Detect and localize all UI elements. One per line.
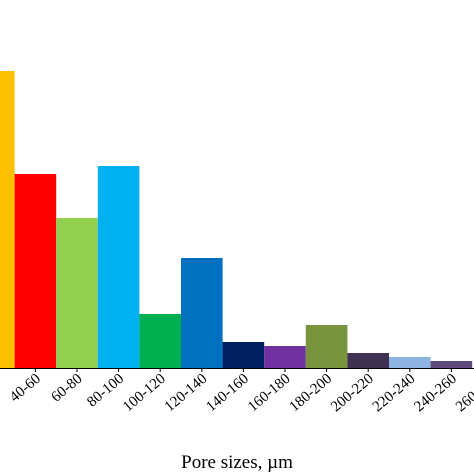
x-tick-label: 120-140 [162, 371, 211, 415]
bar [97, 166, 140, 368]
x-tick-label: 160-180 [245, 371, 294, 415]
x-tick-label: 260-280 [453, 371, 474, 415]
bar [222, 342, 265, 368]
bar [14, 174, 57, 368]
x-axis-title: Pore sizes, µm [181, 452, 293, 473]
x-tick-label: 220-240 [370, 371, 419, 415]
bar [139, 314, 181, 368]
x-tick-label: 60-80 [48, 371, 85, 406]
bar [305, 325, 348, 368]
x-tick-label: 140-160 [203, 371, 252, 415]
bar [389, 357, 431, 368]
x-tick-label: 40-60 [7, 371, 44, 406]
bar [430, 361, 473, 368]
bar [0, 71, 15, 368]
bar [264, 346, 306, 368]
bar [56, 218, 98, 368]
x-tick-label: 100-120 [120, 371, 169, 415]
x-tick-label: 180-200 [287, 371, 336, 415]
x-tick-label: 240-260 [411, 371, 460, 415]
bar [347, 353, 389, 368]
x-tick-label: 200-220 [328, 371, 377, 415]
bar [181, 258, 223, 368]
